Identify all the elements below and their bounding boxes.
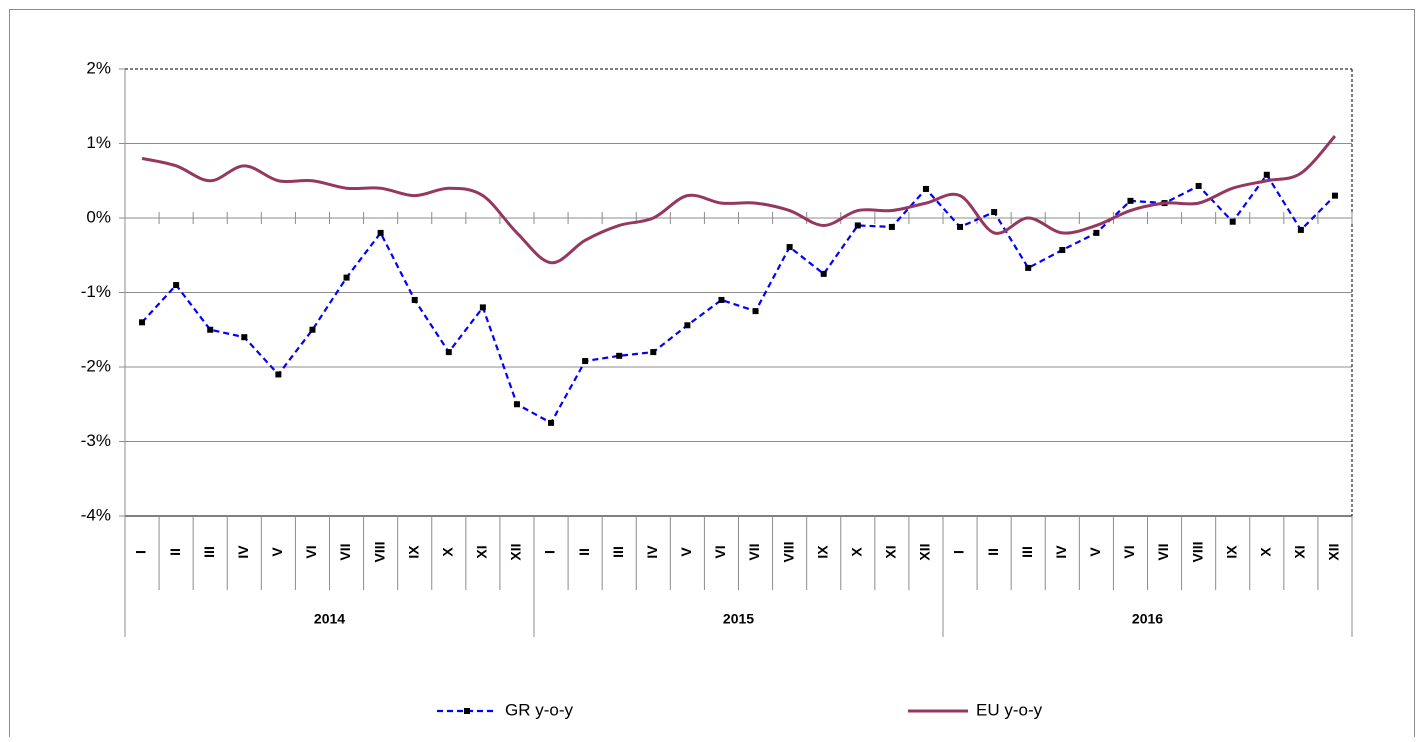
x-tick-label: VIII [371, 541, 387, 562]
series-marker [957, 223, 964, 230]
y-tick-label: -4% [81, 505, 111, 524]
x-tick-label: IV [235, 545, 251, 559]
series-marker [548, 419, 555, 426]
x-tick-label: V [1087, 547, 1103, 557]
series-marker [1331, 192, 1338, 199]
series-marker [991, 209, 998, 216]
x-tick-label: X [848, 547, 864, 557]
legend-marker [464, 708, 470, 714]
x-tick-label: VIII [1189, 541, 1205, 562]
x-tick-label: X [439, 547, 455, 557]
x-tick-label: I [133, 550, 149, 554]
x-tick-label: VIII [780, 541, 796, 562]
series-line [141, 135, 1337, 265]
x-tick-label: IX [1223, 545, 1239, 559]
series-marker [513, 401, 520, 408]
y-tick-label: -3% [81, 431, 111, 450]
series-line [141, 172, 1336, 425]
series-marker [888, 223, 895, 230]
series-marker [582, 358, 589, 365]
series-marker [786, 244, 793, 251]
series-marker [1297, 226, 1304, 233]
series-marker [275, 371, 282, 378]
y-tick-label: 1% [86, 133, 111, 152]
series-marker [479, 304, 486, 311]
series-marker [752, 308, 759, 315]
series-marker [309, 326, 316, 333]
y-tick-label: -1% [81, 282, 111, 301]
x-tick-label: IV [1053, 545, 1069, 559]
x-tick-label: XII [508, 543, 524, 560]
group-label: 2015 [723, 611, 754, 627]
x-tick-label: VI [1121, 545, 1137, 558]
series-marker [922, 185, 929, 192]
x-tick-label: I [951, 550, 967, 554]
x-tick-label: III [610, 546, 626, 558]
series-marker [1195, 182, 1202, 189]
x-tick-label: II [985, 548, 1001, 556]
series-marker [1263, 171, 1270, 178]
x-tick-label: VII [1155, 543, 1171, 560]
series-marker [343, 274, 350, 281]
x-tick-label: XI [474, 545, 490, 558]
group-label: 2014 [314, 611, 345, 627]
x-tick-label: VII [337, 543, 353, 560]
x-tick-label: IV [644, 545, 660, 559]
series-marker [1127, 197, 1134, 204]
x-tick-label: XI [1292, 545, 1308, 558]
series-marker [1093, 229, 1100, 236]
chart-frame [9, 9, 1415, 742]
x-tick-label: X [1257, 547, 1273, 557]
series-marker [173, 282, 180, 289]
x-tick-label: I [542, 550, 558, 554]
series-marker [718, 296, 725, 303]
series-marker [241, 334, 248, 341]
x-tick-label: III [1019, 546, 1035, 558]
x-tick-label: II [576, 548, 592, 556]
series-marker [650, 349, 657, 356]
x-tick-label: IX [405, 545, 421, 559]
legend-label: GR y-o-y [505, 700, 574, 719]
series-marker [445, 349, 452, 356]
y-tick-label: -2% [81, 356, 111, 375]
y-tick-label: 2% [86, 58, 111, 77]
series-marker [1229, 218, 1236, 225]
x-tick-label: V [678, 547, 694, 557]
series-marker [820, 270, 827, 277]
series-marker [411, 296, 418, 303]
series-marker [207, 326, 214, 333]
series-marker [377, 229, 384, 236]
x-tick-label: XI [883, 545, 899, 558]
x-tick-label: VI [303, 545, 319, 558]
x-tick-label: VII [746, 543, 762, 560]
x-tick-label: III [201, 546, 217, 558]
series-marker [1025, 264, 1032, 271]
x-tick-label: XII [1326, 543, 1342, 560]
x-tick-label: XII [917, 543, 933, 560]
legend-label: EU y-o-y [976, 700, 1043, 719]
y-tick-label: 0% [86, 207, 111, 226]
series-marker [1059, 247, 1066, 254]
series-marker [139, 319, 146, 326]
x-tick-label: IX [814, 545, 830, 559]
series-marker [616, 352, 623, 359]
series-marker [684, 322, 691, 329]
x-tick-label: II [167, 548, 183, 556]
x-tick-label: VI [712, 545, 728, 558]
group-label: 2016 [1132, 611, 1163, 627]
series-marker [854, 222, 861, 229]
x-tick-label: V [269, 547, 285, 557]
